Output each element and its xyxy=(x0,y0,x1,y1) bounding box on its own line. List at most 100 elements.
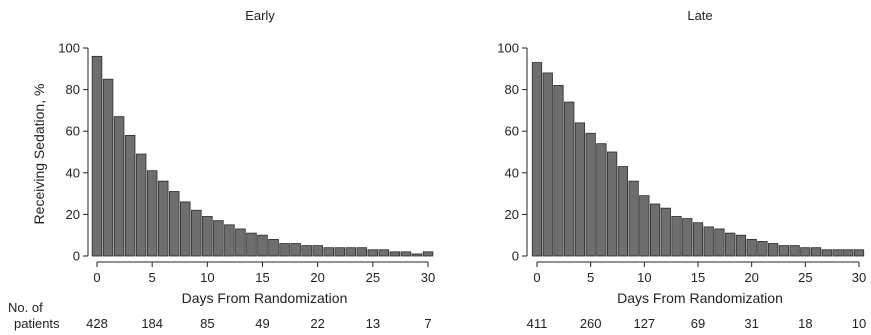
bar-day-28 xyxy=(400,251,412,257)
bar-day-19 xyxy=(301,245,312,257)
patients-row-label-line1: No. of xyxy=(8,300,43,315)
y-tick-label-40: 40 xyxy=(505,165,519,180)
bar-day-2 xyxy=(553,85,564,257)
bar-day-10 xyxy=(639,195,650,257)
bar-day-13 xyxy=(235,228,246,257)
x-axis-title: Days From Randomization xyxy=(617,290,783,306)
bar-day-27 xyxy=(389,251,401,257)
bar-day-27 xyxy=(821,249,832,257)
bar-day-29 xyxy=(411,253,423,257)
patients-count: 260 xyxy=(580,316,602,331)
bar-day-28 xyxy=(832,249,843,257)
patients-count: 69 xyxy=(691,316,705,331)
bar-day-20 xyxy=(746,238,757,257)
x-tick-label-10: 10 xyxy=(637,270,651,285)
y-axis-title: Receiving Sedation, % xyxy=(31,84,47,225)
patients-count: 10 xyxy=(852,316,866,331)
patients-count: 22 xyxy=(310,316,324,331)
patients-count: 428 xyxy=(86,316,108,331)
bar-day-14 xyxy=(682,218,693,257)
bar-day-5 xyxy=(146,170,158,257)
bar-day-7 xyxy=(168,191,180,257)
bar-day-16 xyxy=(268,238,279,257)
bar-day-0 xyxy=(91,55,103,257)
bar-day-23 xyxy=(345,247,357,257)
bar-day-17 xyxy=(279,243,290,257)
y-tick-label-80: 80 xyxy=(505,82,519,97)
patients-count: 49 xyxy=(255,316,269,331)
bar-day-7 xyxy=(607,151,618,257)
bar-day-14 xyxy=(246,232,257,257)
bar-day-13 xyxy=(671,216,682,257)
x-tick-label-10: 10 xyxy=(200,270,214,285)
bar-day-11 xyxy=(213,220,224,257)
bar-day-4 xyxy=(135,153,147,257)
bar-day-30 xyxy=(422,251,434,257)
bar-day-4 xyxy=(574,122,586,257)
patients-count: 85 xyxy=(200,316,214,331)
bar-day-21 xyxy=(757,241,768,257)
bar-day-15 xyxy=(692,222,704,257)
bar-day-12 xyxy=(224,224,235,257)
bar-day-5 xyxy=(585,132,596,257)
patients-count: 127 xyxy=(633,316,655,331)
y-tick-label-100: 100 xyxy=(497,41,519,56)
bar-day-18 xyxy=(290,243,301,257)
y-tick-label-60: 60 xyxy=(505,124,519,139)
x-tick-label-30: 30 xyxy=(421,270,435,285)
bar-day-3 xyxy=(564,101,575,257)
x-tick-label-5: 5 xyxy=(587,270,594,285)
y-tick-label-20: 20 xyxy=(505,207,519,222)
bar-day-24 xyxy=(789,245,800,257)
bar-day-10 xyxy=(202,216,213,257)
bar-day-8 xyxy=(617,166,628,257)
bar-day-30 xyxy=(853,249,865,257)
late-panel: Late 0 20 40 60 80 100 0 5 10 15 20 25 30 Days From Ra… xyxy=(497,8,866,331)
y-tick-label-100: 100 xyxy=(58,41,80,56)
bar-day-1 xyxy=(542,72,553,257)
patients-count: 13 xyxy=(366,316,380,331)
bar-day-22 xyxy=(768,243,779,257)
bar-day-25 xyxy=(367,249,379,257)
x-axis-title: Days From Randomization xyxy=(182,290,348,306)
bar-day-11 xyxy=(649,203,661,257)
y-tick-label-20: 20 xyxy=(66,207,80,222)
x-tick-label-30: 30 xyxy=(852,270,866,285)
bar-day-26 xyxy=(378,249,390,257)
early-panel: Early 0 20 40 60 80 100 0 5 10 15 20 25 30 Days From R… xyxy=(31,8,435,331)
y-tick-label-60: 60 xyxy=(66,124,80,139)
y-tick-label-80: 80 xyxy=(66,82,80,97)
bar-day-15 xyxy=(257,234,268,257)
patients-row-label-line2: patients xyxy=(14,316,60,331)
bar-day-3 xyxy=(124,134,136,257)
y-tick-label-0: 0 xyxy=(512,249,519,264)
panel-title: Early xyxy=(245,8,275,23)
bar-day-2 xyxy=(113,116,125,257)
x-tick-label-15: 15 xyxy=(691,270,705,285)
bar-day-24 xyxy=(356,247,368,257)
patients-count: 411 xyxy=(527,316,548,331)
bar-day-12 xyxy=(660,207,671,257)
x-tick-label-0: 0 xyxy=(533,270,540,285)
y-tick-label-0: 0 xyxy=(73,249,80,264)
bar-day-29 xyxy=(843,249,854,257)
patients-count: 18 xyxy=(798,316,812,331)
x-tick-label-15: 15 xyxy=(255,270,269,285)
patients-count: 31 xyxy=(744,316,758,331)
bar-day-0 xyxy=(531,62,543,257)
x-tick-label-20: 20 xyxy=(310,270,324,285)
patients-count: 7 xyxy=(424,316,431,331)
bar-day-25 xyxy=(800,247,811,257)
patients-count: 184 xyxy=(141,316,163,331)
bar-day-18 xyxy=(725,232,736,257)
bar-day-20 xyxy=(312,245,323,257)
bar-day-6 xyxy=(596,143,607,257)
x-tick-label-25: 25 xyxy=(798,270,812,285)
bar-day-8 xyxy=(180,201,191,257)
bar-day-6 xyxy=(157,180,169,257)
bar-day-9 xyxy=(628,180,639,257)
bar-day-21 xyxy=(323,247,334,257)
x-tick-label-20: 20 xyxy=(744,270,758,285)
y-tick-label-40: 40 xyxy=(66,165,80,180)
bar-day-17 xyxy=(714,228,725,257)
